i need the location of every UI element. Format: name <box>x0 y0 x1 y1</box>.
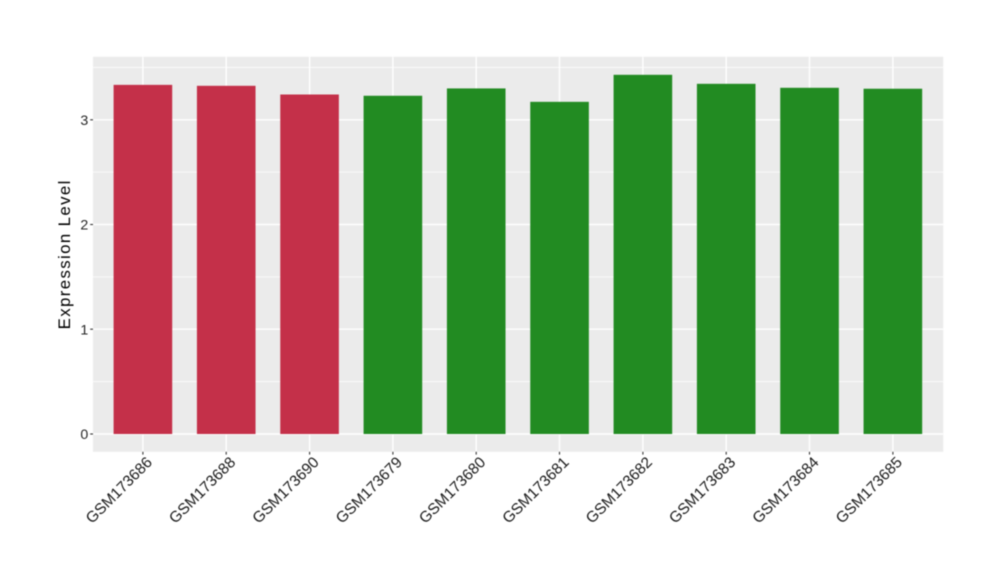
svg-text:1: 1 <box>80 322 88 338</box>
svg-text:2: 2 <box>80 218 88 234</box>
svg-text:Expression Level: Expression Level <box>55 179 74 329</box>
svg-text:3: 3 <box>80 113 88 129</box>
svg-text:0: 0 <box>80 427 88 443</box>
